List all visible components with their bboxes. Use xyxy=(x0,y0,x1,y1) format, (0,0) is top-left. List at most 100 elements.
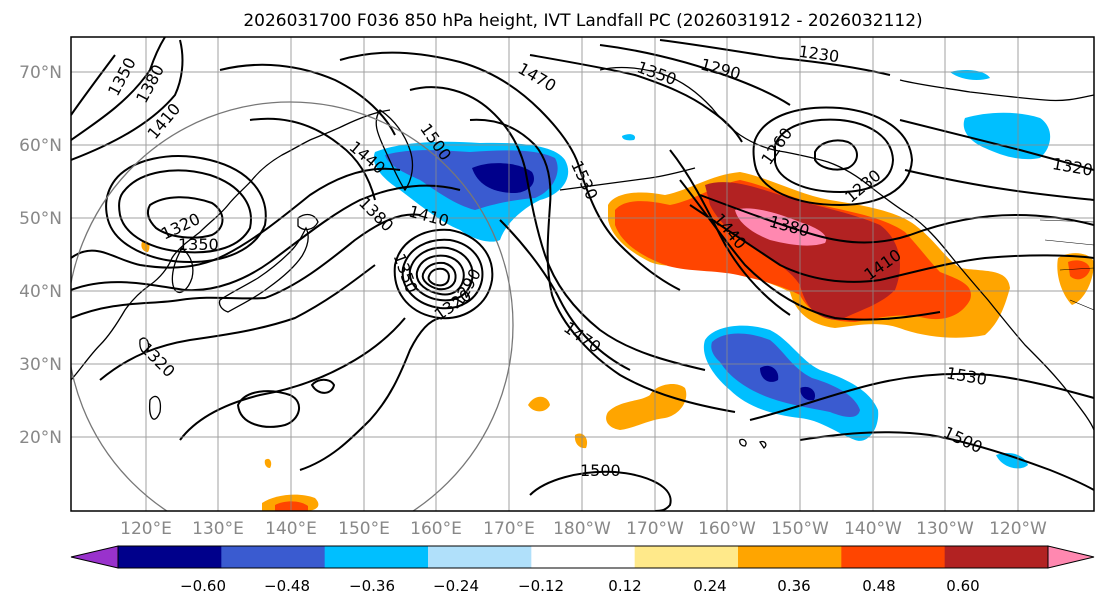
lon-label: 130°W xyxy=(916,519,974,539)
ivt-shade-canada xyxy=(963,112,1051,160)
colorbar-cell xyxy=(738,546,842,568)
contour-1470-east xyxy=(669,149,791,316)
ivt-shade-pacific-east xyxy=(996,453,1028,469)
lat-label: 40°N xyxy=(19,282,62,302)
contour-1500-east xyxy=(799,431,1094,491)
lon-label: 170°W xyxy=(626,519,684,539)
contour-1380-wide xyxy=(71,184,461,292)
map-border xyxy=(70,36,1095,512)
lon-label: 170°E xyxy=(483,519,535,539)
figure-title: 2026031700 F036 850 hPa height, IVT Land… xyxy=(243,11,922,31)
colorbar-tick-label: 0.36 xyxy=(777,577,810,595)
lon-label: 140°W xyxy=(844,519,902,539)
lon-label: 120°E xyxy=(120,519,172,539)
height-contours xyxy=(71,37,1094,511)
contour-1500-loop xyxy=(236,390,300,428)
colorbar-extend-right xyxy=(1047,545,1095,569)
ivt-shade-west-coast-inner xyxy=(1068,260,1090,280)
contour-low-center-2 xyxy=(401,238,484,310)
contour-1470-long xyxy=(179,317,406,441)
colorbar-tick-label: −0.36 xyxy=(349,577,395,595)
ivt-shade-bering xyxy=(622,134,636,141)
contour-low-outer-1 xyxy=(105,155,267,264)
ivt-shade-small-a xyxy=(528,396,550,412)
ivt-shade-nw-pacific-dark xyxy=(472,163,535,193)
contour-1380-nw xyxy=(71,37,166,141)
coast-canada-arctic xyxy=(899,79,1094,102)
colorbar-cell xyxy=(221,546,326,568)
coast-na-west xyxy=(909,214,1094,431)
colorbar-cell xyxy=(634,546,739,568)
colorbar-cell xyxy=(428,546,532,568)
coast-kamchatka xyxy=(375,109,414,192)
colorbar-cell xyxy=(324,546,429,568)
ivt-negative-shading xyxy=(373,70,1051,469)
contour-1350-nw xyxy=(71,54,116,116)
contour-1350-north xyxy=(529,54,743,143)
lon-label: 160°W xyxy=(698,519,756,539)
contour-label: 1350 xyxy=(178,235,219,254)
lon-label: 120°W xyxy=(989,519,1047,539)
colorbar-tick-label: 0.12 xyxy=(608,577,641,595)
contour-1500-s xyxy=(409,86,706,371)
ivt-shade-hawaii-mid xyxy=(711,333,860,417)
ivt-shade-small-c xyxy=(264,458,272,468)
contour-1470-s xyxy=(339,51,681,291)
contour-1500-small xyxy=(310,378,336,394)
lat-label: 20°N xyxy=(19,428,62,448)
colorbar: −0.60 −0.48 −0.36 −0.24 −0.12 0.12 0.24 … xyxy=(70,545,1095,595)
radius-circle xyxy=(71,101,514,511)
contour-label: 1500 xyxy=(580,461,621,480)
contour-1290-north xyxy=(599,44,791,106)
colorbar-cell xyxy=(531,546,636,568)
colorbar-tick-labels: −0.60 −0.48 −0.36 −0.24 −0.12 0.12 0.24 … xyxy=(180,577,980,595)
contour-low-east-1 xyxy=(752,106,914,207)
colorbar-tick-label: −0.12 xyxy=(518,577,564,595)
coast-japan xyxy=(218,226,309,313)
contour-low-1320 xyxy=(147,196,224,239)
lon-label: 140°E xyxy=(265,519,317,539)
contour-1470-mid xyxy=(499,219,631,371)
colorbar-tick-label: −0.48 xyxy=(264,577,310,595)
coast-na-borders xyxy=(1039,219,1094,311)
contour-1320-east xyxy=(899,119,1094,171)
lon-label: 180°W xyxy=(553,519,611,539)
contour-low-east-1230 xyxy=(814,139,858,171)
colorbar-frame xyxy=(117,545,1049,569)
coast-hawaii xyxy=(739,438,767,449)
lon-label: 130°E xyxy=(192,519,244,539)
gridlines xyxy=(71,37,1094,511)
contour-1410-east xyxy=(689,204,1094,283)
contour-1410-nw xyxy=(71,39,184,161)
colorbar-extend-left xyxy=(70,545,119,569)
contour-1440-long xyxy=(99,264,376,381)
ivt-shade-hawaii-dark2 xyxy=(800,386,816,401)
colorbar-tick-label: −0.24 xyxy=(433,577,479,595)
colorbar-tick-label: 0.24 xyxy=(693,577,726,595)
colorbar-tick-label: 0.48 xyxy=(862,577,895,595)
lat-label: 60°N xyxy=(19,136,62,156)
colorbar-cell xyxy=(118,546,222,568)
contour-1350-east xyxy=(904,169,1094,201)
colorbar-tick-label: 0.60 xyxy=(946,577,979,595)
lat-label: 50°N xyxy=(19,209,62,229)
lat-label: 70°N xyxy=(19,63,62,83)
lon-label: 160°E xyxy=(410,519,462,539)
longitude-labels: 120°E 130°E 140°E 150°E 160°E 170°E 180°… xyxy=(120,519,1047,539)
lon-label: 150°E xyxy=(338,519,390,539)
coast-taiwan xyxy=(139,337,150,354)
contour-1350-wide xyxy=(71,167,401,269)
colorbar-cell xyxy=(841,546,946,568)
lon-label: 150°W xyxy=(771,519,829,539)
latitude-labels: 20°N 30°N 40°N 50°N 60°N 70°N xyxy=(19,63,62,448)
colorbar-tick-label: −0.60 xyxy=(180,577,226,595)
contour-1530-east xyxy=(749,372,1094,421)
contour-low-center-1 xyxy=(393,228,494,320)
contour-1230-north xyxy=(659,39,891,76)
contour-1410-wide xyxy=(71,213,421,319)
coast-hokkaido xyxy=(297,213,319,231)
contour-1440-east xyxy=(679,179,941,321)
ivt-shade-hawaii-dark xyxy=(760,365,779,382)
